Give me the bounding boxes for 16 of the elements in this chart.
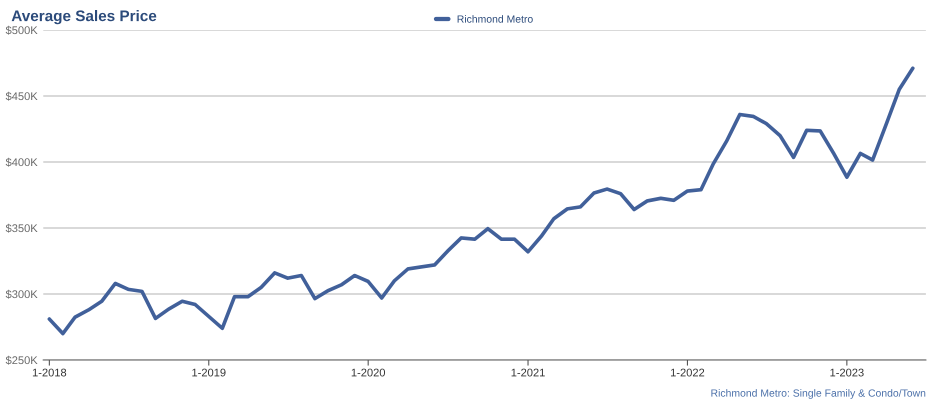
y-tick-label: $500K [6, 26, 38, 35]
y-tick-label: $450K [6, 92, 38, 101]
text: Richmond Metro: Single Family & Condo/Town [711, 389, 926, 399]
y-tick-label: $350K [6, 224, 38, 233]
line-series [48, 66, 915, 336]
legend-label: Richmond Metro [458, 15, 533, 23]
y-tick-label: $250K [6, 356, 38, 365]
x-tick-label: 1-2023 [830, 368, 864, 376]
x-tick-label: 1-2018 [32, 368, 66, 376]
x-tick-label: 1-2019 [192, 368, 226, 376]
x-tick-label: 1-2020 [352, 368, 386, 376]
x-tick-label: 1-2022 [670, 368, 704, 376]
chart-title: Average Sales Price [12, 10, 156, 24]
y-tick-label: $400K [6, 158, 38, 167]
x-tick-label: 1-2021 [512, 368, 545, 376]
y-tick-label: $300K [6, 290, 38, 299]
